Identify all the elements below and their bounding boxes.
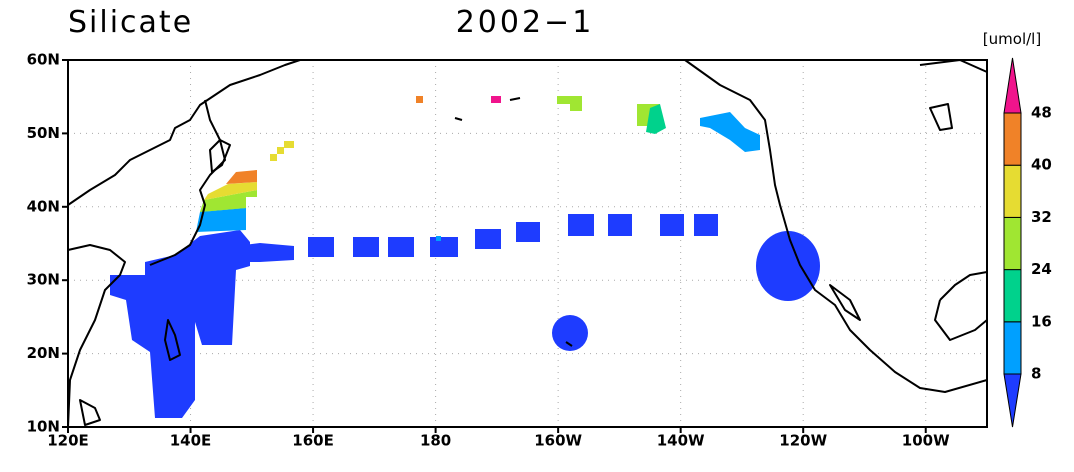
colorbar-cap bbox=[1003, 373, 1022, 428]
y-tick-label: 60N bbox=[27, 51, 60, 69]
colorbar-label: 16 bbox=[1031, 312, 1052, 330]
plot-frame bbox=[67, 59, 988, 428]
data-patches bbox=[110, 96, 820, 418]
data-patch bbox=[110, 230, 250, 418]
data-patch bbox=[277, 147, 284, 154]
x-tick-label: 120E bbox=[47, 432, 89, 450]
colorbar-segment bbox=[1003, 269, 1022, 323]
colorbar-label: 48 bbox=[1031, 104, 1052, 122]
coastlines bbox=[67, 59, 988, 428]
data-patch bbox=[388, 237, 414, 257]
colorbar-segment bbox=[1003, 112, 1022, 166]
unit-label: [umol/l] bbox=[983, 30, 1041, 48]
y-tick-label: 30N bbox=[27, 271, 60, 289]
data-patch bbox=[270, 154, 277, 161]
colorbar-label: 40 bbox=[1031, 156, 1052, 174]
data-patch bbox=[694, 214, 718, 236]
colorbar-segment bbox=[1003, 164, 1022, 218]
x-tick-label: 140E bbox=[170, 432, 212, 450]
data-patch bbox=[416, 96, 423, 103]
y-tick-label: 40N bbox=[27, 197, 60, 215]
data-patch bbox=[552, 315, 588, 351]
x-tick-label: 140W bbox=[657, 432, 705, 450]
colorbar-segment bbox=[1003, 321, 1022, 375]
data-patch bbox=[660, 214, 684, 236]
colorbar-cap bbox=[1003, 57, 1022, 114]
y-tick-label: 10N bbox=[27, 418, 60, 436]
x-tick-label: 160E bbox=[292, 432, 334, 450]
data-patch bbox=[568, 214, 594, 236]
x-tick-label: 160W bbox=[534, 432, 582, 450]
x-tick-label: 100W bbox=[902, 432, 950, 450]
data-patch bbox=[200, 190, 257, 212]
data-patch bbox=[284, 141, 294, 148]
data-patch bbox=[516, 222, 540, 242]
data-patch bbox=[353, 237, 379, 257]
data-patch bbox=[646, 104, 666, 134]
data-patch bbox=[204, 182, 257, 200]
data-patch bbox=[436, 236, 441, 241]
data-patch bbox=[196, 208, 246, 232]
y-tick-label: 20N bbox=[27, 344, 60, 362]
axes: 120E 140E 160E 180 160W 140W 120W 100W 10N 20N 30N… bbox=[27, 51, 951, 450]
data-patch bbox=[475, 229, 501, 249]
y-tick-label: 50N bbox=[27, 124, 60, 142]
colorbar-label: 8 bbox=[1031, 365, 1041, 383]
colorbar-label: 24 bbox=[1031, 260, 1052, 278]
data-patch bbox=[491, 96, 501, 103]
data-patch bbox=[756, 231, 820, 301]
x-tick-label: 180 bbox=[420, 432, 451, 450]
period: 2002−1 bbox=[456, 5, 595, 40]
data-patch bbox=[236, 243, 294, 262]
data-patch bbox=[557, 96, 582, 111]
data-patch bbox=[700, 112, 760, 152]
colorbar-segment bbox=[1003, 216, 1022, 271]
data-patch bbox=[308, 237, 334, 257]
x-tick-label: 120W bbox=[779, 432, 827, 450]
title: Silicate bbox=[68, 5, 193, 40]
data-patch bbox=[608, 214, 632, 236]
data-patch bbox=[226, 170, 257, 184]
colorbar-label: 32 bbox=[1031, 208, 1052, 226]
colorbar: 8 16 24 32 40 48 bbox=[1003, 57, 1052, 428]
data-patch bbox=[430, 237, 458, 257]
